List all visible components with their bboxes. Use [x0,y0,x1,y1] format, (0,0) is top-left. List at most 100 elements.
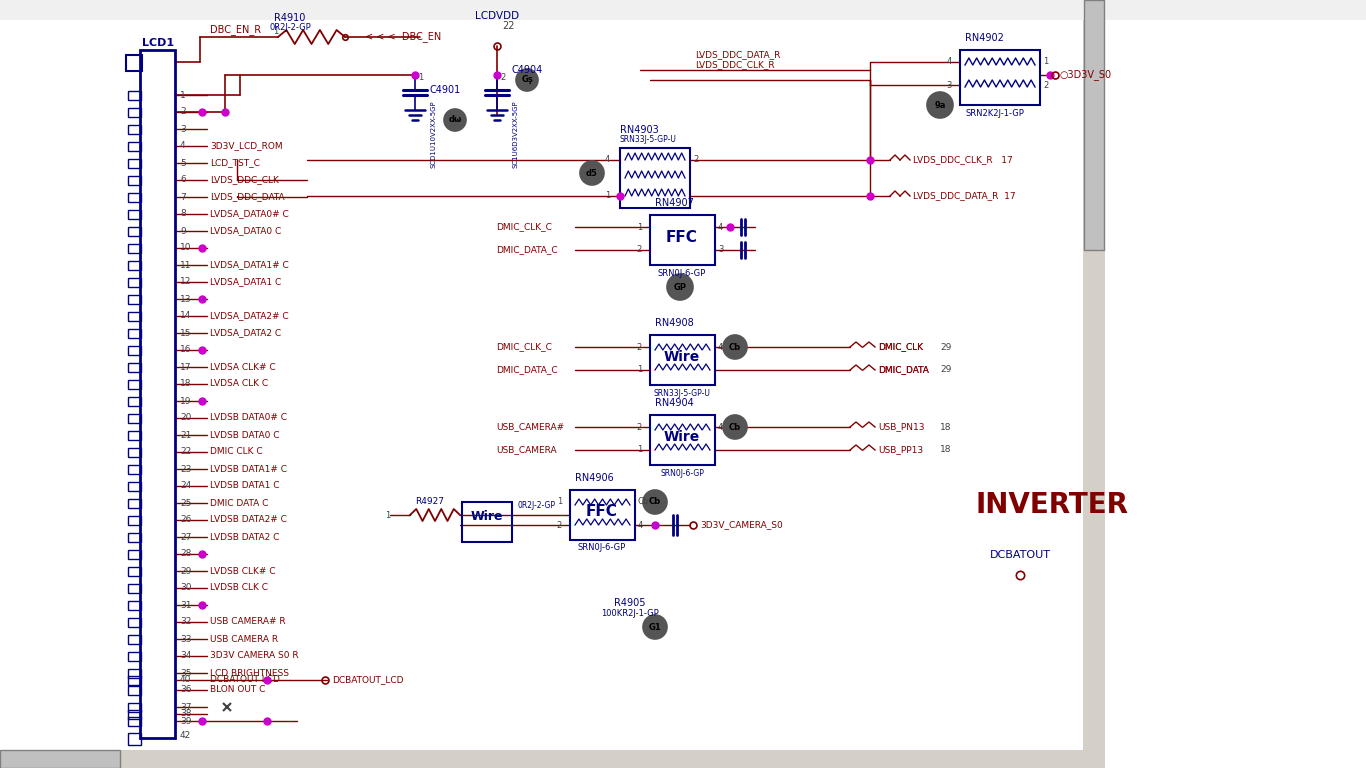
Text: BLON OUT C: BLON OUT C [210,686,265,694]
Text: 4: 4 [180,141,186,151]
Text: 34: 34 [180,651,191,660]
Text: 39: 39 [180,717,191,726]
Text: RN4902: RN4902 [964,33,1004,43]
Text: 21: 21 [180,431,191,439]
Bar [128,329,141,338]
Text: Cb: Cb [649,498,661,507]
Bar [128,142,141,151]
Text: 11: 11 [180,260,191,270]
Text: RN4904: RN4904 [656,398,694,408]
Text: 9a: 9a [934,101,945,110]
Text: RN4906: RN4906 [575,473,613,483]
Text: 4: 4 [947,58,952,67]
Text: LVDSA CLK# C: LVDSA CLK# C [210,362,276,372]
Bar [128,227,141,236]
Text: 35: 35 [180,668,191,677]
Text: LVDSB DATA2 C: LVDSB DATA2 C [210,532,280,541]
Text: 9: 9 [180,227,186,236]
Text: USB_CAMERA: USB_CAMERA [496,445,556,455]
Text: SRN33J-5-GP-U: SRN33J-5-GP-U [620,135,678,144]
Bar [128,618,141,627]
Circle shape [667,274,693,300]
Text: SRN0J-6-GP: SRN0J-6-GP [658,269,706,277]
Text: DBC_EN_R: DBC_EN_R [210,25,261,35]
Text: 2: 2 [637,246,642,254]
Bar [128,703,141,712]
Bar [128,108,141,117]
Text: LVDSB DATA0# C: LVDSB DATA0# C [210,413,287,422]
Text: LVDSA_DATA0 C: LVDSA_DATA0 C [210,227,281,236]
Bar [128,176,141,185]
Bar [128,499,141,508]
Text: G1: G1 [649,623,661,631]
Text: DCBATOUT: DCBATOUT [989,550,1050,560]
Bar [128,397,141,406]
Text: 2: 2 [557,521,561,529]
Text: 7: 7 [180,193,186,201]
Bar [128,414,141,423]
Bar [128,431,141,440]
Bar [0,750,1083,768]
Text: Wire: Wire [664,430,701,444]
Bar [462,502,512,542]
Text: DMIC DATA C: DMIC DATA C [210,498,268,508]
Bar [128,244,141,253]
Text: Cb: Cb [638,498,649,507]
Text: 5: 5 [180,158,186,167]
Text: FFC: FFC [667,230,698,244]
Bar [128,567,141,576]
Text: 37: 37 [180,703,191,711]
Text: 1: 1 [605,191,611,200]
Bar [1085,0,1104,250]
Text: 32: 32 [180,617,191,627]
Bar [128,652,141,661]
Bar [128,516,141,525]
Bar [128,210,141,219]
Bar [128,710,141,719]
Text: 2: 2 [637,422,642,432]
Text: 3: 3 [719,246,724,254]
Text: ○3D3V_S0: ○3D3V_S0 [1060,70,1112,81]
Text: DCBATOUT_LCD: DCBATOUT_LCD [332,676,403,684]
Circle shape [928,92,953,118]
Text: LVDSA_DATA2# C: LVDSA_DATA2# C [210,312,288,320]
Text: 30: 30 [180,584,191,592]
Bar [128,380,141,389]
Bar [128,733,141,745]
Text: DMIC_CLK: DMIC_CLK [878,343,923,352]
Text: DMIC_DATA: DMIC_DATA [878,366,929,375]
Bar [128,312,141,321]
Text: 33: 33 [180,634,191,644]
Text: LVDS_DDC_CLK_R: LVDS_DDC_CLK_R [695,61,775,69]
Text: 38: 38 [180,710,191,719]
Bar [128,465,141,474]
Circle shape [723,415,747,439]
Text: SRN0J-6-GP: SRN0J-6-GP [660,468,703,478]
Text: 0R2J-2-GP: 0R2J-2-GP [269,24,311,32]
Text: GP: GP [673,283,687,292]
Text: LVDSB CLK C: LVDSB CLK C [210,584,268,592]
Text: FFC: FFC [586,505,617,519]
Text: R4910: R4910 [275,13,306,23]
Bar [128,550,141,559]
Text: SRN0J-6-GP: SRN0J-6-GP [578,544,626,552]
Text: 6: 6 [180,176,186,184]
Text: 15: 15 [180,329,191,337]
Text: LVDS_DDC_DATA_R: LVDS_DDC_DATA_R [695,51,780,59]
Text: DMIC_DATA_C: DMIC_DATA_C [496,246,557,254]
Text: 22: 22 [180,448,191,456]
Text: USB CAMERA R: USB CAMERA R [210,634,279,644]
Text: RN4908: RN4908 [656,318,694,328]
Text: USB_PN13: USB_PN13 [878,422,925,432]
Text: SCD1U10V2XX-5GP: SCD1U10V2XX-5GP [430,100,436,167]
Text: 3D3V_CAMERA_S0: 3D3V_CAMERA_S0 [699,521,783,529]
Bar [128,125,141,134]
Bar [128,601,141,610]
Text: 3D3V_LCD_ROM: 3D3V_LCD_ROM [210,141,283,151]
Bar [128,295,141,304]
Text: Wire: Wire [664,350,701,364]
Circle shape [723,335,747,359]
Text: 1: 1 [273,28,279,37]
Circle shape [516,69,538,91]
Text: RN4907: RN4907 [656,198,694,208]
